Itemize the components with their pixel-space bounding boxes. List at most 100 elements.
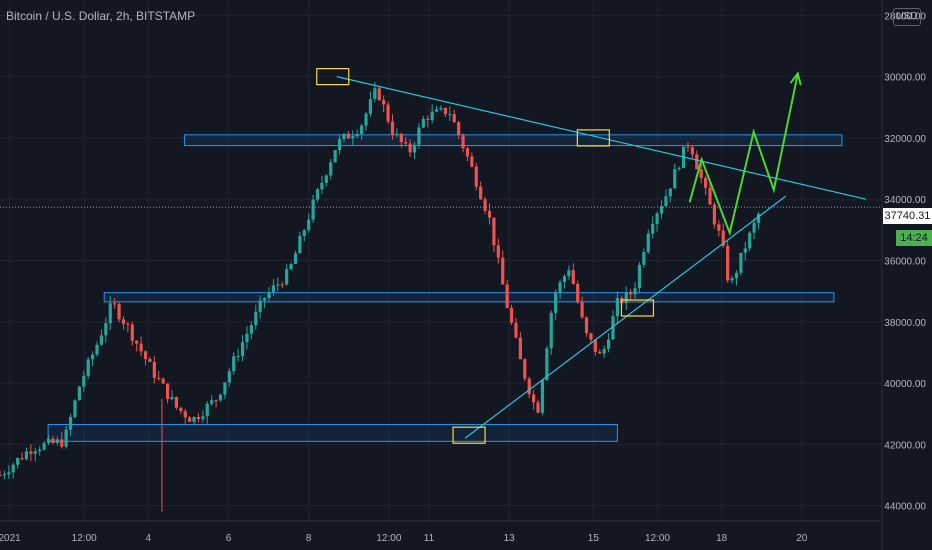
candle-body — [377, 88, 381, 101]
candle-body — [624, 291, 628, 304]
candle-body — [285, 269, 289, 285]
candle-body — [430, 111, 434, 120]
candle-body — [60, 439, 64, 447]
candle-body — [448, 114, 452, 116]
candle-body — [677, 167, 681, 169]
candle-body — [629, 291, 633, 295]
time-tick-label: 13 — [504, 533, 516, 544]
candle-body — [73, 400, 77, 417]
time-tick-label: 12:00 — [72, 533, 97, 544]
candle-body — [254, 311, 258, 326]
candle-body — [606, 339, 611, 349]
candle-body — [567, 270, 571, 277]
trendline — [336, 76, 867, 200]
candle-body — [214, 400, 218, 402]
candle-body — [673, 168, 677, 189]
candle-body — [240, 342, 245, 356]
candle-body — [170, 397, 174, 399]
symbol-title: Bitcoin / U.S. Dollar, 2h, BITSTAMP — [6, 9, 196, 23]
candle-body — [395, 133, 399, 135]
candle-body — [315, 189, 320, 200]
candle-body — [280, 284, 284, 286]
candle-body — [126, 323, 130, 325]
candle-body — [236, 355, 240, 357]
sr-zone — [183, 134, 843, 147]
support-resistance-zones — [47, 134, 843, 442]
candle-body — [11, 464, 15, 473]
candle-body — [258, 300, 262, 312]
projection-path — [688, 71, 802, 237]
candle-body — [99, 335, 104, 345]
candle-body — [562, 276, 567, 283]
candle-body — [589, 333, 593, 340]
time-tick-label: 6 — [226, 533, 232, 544]
candle-body — [554, 293, 558, 313]
candle-body — [29, 451, 33, 454]
candle-body — [95, 344, 99, 355]
candle-body — [360, 125, 364, 134]
last-price-label: 37740.31 — [883, 208, 932, 224]
candle-body — [580, 302, 584, 318]
candle-body — [690, 147, 694, 155]
candle-body — [121, 319, 126, 324]
candle-body — [245, 333, 249, 343]
candle-body — [249, 325, 253, 334]
candle-body — [337, 139, 342, 151]
candle-body — [536, 402, 540, 413]
candle-body — [55, 439, 59, 443]
candle-body — [505, 284, 509, 308]
candle-body — [721, 230, 725, 246]
currency-button[interactable]: USD — [893, 8, 921, 26]
candle-body — [739, 252, 743, 273]
price-tick-label: 30000.00 — [884, 73, 926, 84]
candle-body — [152, 361, 156, 378]
price-tick-label: 42000.00 — [884, 440, 926, 451]
candle-body — [307, 219, 311, 231]
projection-arrow-head — [789, 71, 802, 86]
candle-body — [86, 359, 90, 376]
candle-body — [576, 283, 580, 303]
candle-body — [532, 394, 536, 403]
candle-body — [584, 317, 589, 334]
candle-body — [655, 213, 659, 224]
candle-body — [545, 348, 549, 381]
time-tick-label: 11 — [424, 533, 435, 544]
candle-body — [399, 133, 403, 143]
candle-body — [637, 264, 642, 289]
candle-body — [135, 340, 139, 344]
candle-body — [267, 292, 271, 298]
candle-body — [509, 307, 514, 323]
candle-body — [20, 458, 24, 460]
candle-body — [659, 206, 664, 214]
candle-body — [734, 272, 739, 279]
candle-body — [192, 416, 196, 422]
candle-body — [558, 282, 562, 294]
candle-body — [483, 199, 487, 211]
candle-body — [633, 288, 637, 295]
candle-body — [421, 118, 425, 128]
candle-body — [373, 88, 377, 100]
candle-body — [457, 122, 461, 136]
candle-body — [0, 475, 2, 477]
candle-body — [104, 323, 108, 336]
candle-body — [2, 474, 7, 476]
candle-body — [196, 416, 201, 420]
candle-body — [646, 233, 650, 253]
candle-body — [311, 199, 315, 220]
candle-body — [108, 303, 112, 324]
candle-body — [602, 348, 606, 354]
candle-body — [161, 378, 165, 384]
candle-body — [46, 438, 51, 444]
candle-body — [465, 148, 470, 157]
candle-body — [748, 232, 752, 249]
candle-body — [333, 150, 337, 163]
candle-body — [695, 154, 699, 170]
candle-body — [117, 304, 121, 320]
candle-body — [492, 217, 496, 246]
candle-body — [426, 118, 430, 120]
candle-body — [664, 196, 668, 207]
candle-body — [82, 375, 86, 387]
candle-body — [439, 107, 443, 110]
chart-grid — [0, 0, 882, 521]
